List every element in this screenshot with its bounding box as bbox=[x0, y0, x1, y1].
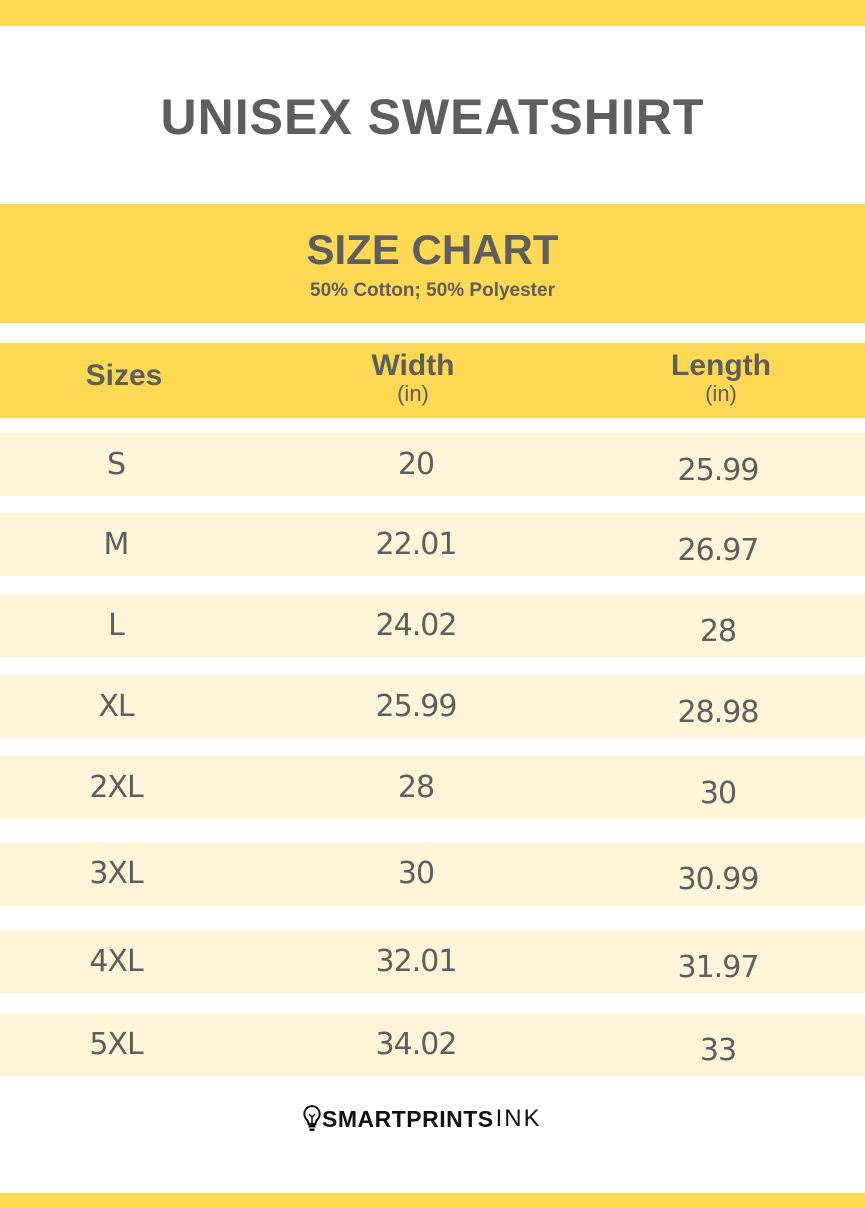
column-header-width: Width (in) bbox=[371, 349, 455, 406]
cell-length: 33 bbox=[699, 1033, 737, 1068]
cell-size: 2XL bbox=[89, 770, 143, 805]
table-row: XL 25.99 28.98 bbox=[0, 675, 865, 738]
cell-size: 3XL bbox=[89, 856, 143, 891]
cell-width: 30 bbox=[397, 856, 435, 891]
page-title: UNISEX SWEATSHIRT bbox=[160, 89, 705, 145]
brand-logo: SMARTPRINTS INK bbox=[302, 1104, 542, 1134]
table-row: L 24.02 28 bbox=[0, 594, 865, 657]
cell-width: 20 bbox=[397, 447, 435, 482]
lightbulb-icon bbox=[303, 1104, 321, 1131]
size-chart-heading: SIZE CHART bbox=[306, 226, 559, 273]
material-text: 50% Cotton; 50% Polyester bbox=[310, 280, 555, 301]
cell-length: 28.98 bbox=[677, 695, 760, 730]
column-header-sizes: Sizes bbox=[85, 359, 163, 392]
cell-length: 28 bbox=[699, 614, 737, 649]
cell-size: M bbox=[103, 527, 130, 562]
cell-size: 4XL bbox=[89, 944, 143, 979]
cell-length: 30 bbox=[699, 776, 737, 811]
bottom-accent-bar bbox=[0, 1193, 865, 1207]
table-row: 4XL 32.01 31.97 bbox=[0, 930, 865, 993]
cell-length: 30.99 bbox=[677, 862, 760, 897]
table-row: M 22.01 26.97 bbox=[0, 513, 865, 576]
table-row: S 20 25.99 bbox=[0, 433, 865, 496]
brand-name-bold: SMARTPRINTS bbox=[322, 1105, 494, 1132]
column-header-length: Length (in) bbox=[671, 349, 771, 406]
cell-width: 25.99 bbox=[375, 689, 458, 724]
cell-size: XL bbox=[98, 689, 134, 724]
cell-width: 34.02 bbox=[375, 1027, 458, 1062]
table-row: 2XL 28 30 bbox=[0, 756, 865, 819]
cell-size: S bbox=[106, 447, 126, 482]
cell-width: 28 bbox=[397, 770, 435, 805]
size-chart-band: SIZE CHART 50% Cotton; 50% Polyester bbox=[0, 204, 865, 323]
cell-length: 25.99 bbox=[677, 453, 760, 488]
cell-width: 24.02 bbox=[375, 608, 458, 643]
cell-size: 5XL bbox=[89, 1027, 143, 1062]
table-row: 5XL 34.02 33 bbox=[0, 1013, 865, 1076]
cell-size: L bbox=[108, 608, 125, 643]
top-accent-bar bbox=[0, 0, 865, 26]
cell-length: 26.97 bbox=[677, 533, 760, 568]
cell-width: 22.01 bbox=[375, 527, 458, 562]
cell-length: 31.97 bbox=[677, 950, 760, 985]
brand-name-light: INK bbox=[495, 1105, 542, 1132]
table-row: 3XL 30 30.99 bbox=[0, 842, 865, 905]
table-header: Sizes Width (in) Length (in) bbox=[0, 343, 865, 418]
cell-width: 32.01 bbox=[375, 944, 458, 979]
